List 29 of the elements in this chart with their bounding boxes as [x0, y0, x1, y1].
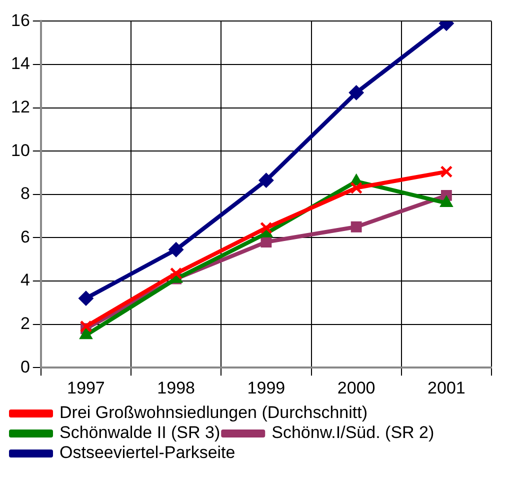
x-tick-label: 1997 [67, 378, 105, 398]
point [350, 221, 362, 232]
point [78, 290, 94, 306]
point [350, 182, 363, 194]
x-tick-label: 1998 [157, 378, 195, 398]
legend-label: Drei Großwohnsiedlungen (Durchschnitt) [60, 403, 368, 422]
y-tick-label: 16 [10, 10, 30, 30]
point [170, 267, 182, 280]
x-tick-label: 1999 [247, 378, 286, 398]
point [79, 328, 93, 340]
y-tick-label: 14 [10, 54, 30, 74]
legend-label: Ostseeviertel-Parkseite [60, 443, 236, 462]
y-tick-label: 8 [20, 184, 30, 204]
point [440, 165, 453, 178]
y-tick-label: 4 [20, 270, 30, 290]
x-tick-label: 2000 [337, 378, 376, 398]
y-tick-label: 6 [20, 227, 30, 246]
y-tick-label: 10 [10, 140, 30, 160]
point [168, 242, 184, 258]
legend-label: Schönw.I/Süd. (SR 2) [272, 423, 434, 442]
y-tick-label: 12 [10, 97, 30, 116]
x-tick-label: 2001 [428, 378, 466, 398]
point [348, 85, 364, 100]
y-tick-label: 2 [20, 314, 30, 333]
point [80, 320, 92, 333]
y-tick-label: 0 [20, 357, 30, 376]
point [260, 222, 272, 234]
point [258, 172, 274, 188]
legend-label: Schönwalde II (SR 3) [60, 423, 220, 442]
